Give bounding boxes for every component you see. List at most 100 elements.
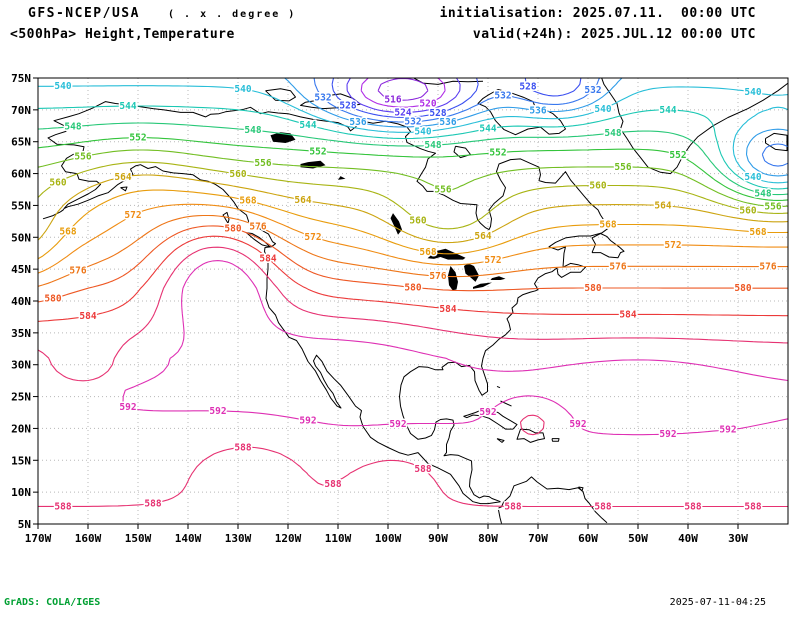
contour-label: 524 <box>394 108 411 119</box>
contour-label: 588 <box>744 502 761 513</box>
contour-564 <box>38 174 788 244</box>
contour-label: 572 <box>484 255 501 266</box>
contour-524 <box>346 78 461 114</box>
contour-label: 552 <box>489 148 506 159</box>
contour-label: 564 <box>294 195 311 206</box>
contour-label: 532 <box>494 91 511 102</box>
coastline-path <box>496 438 505 443</box>
contour-568 <box>38 189 788 260</box>
contours <box>38 78 788 508</box>
contour-label: 592 <box>389 419 406 430</box>
coastline-path <box>453 145 471 159</box>
contour-532 <box>313 78 788 167</box>
contour-label: 588 <box>684 502 701 513</box>
contour-label: 580 <box>734 283 751 294</box>
contour-label: 556 <box>764 201 781 212</box>
contour-label: 584 <box>619 309 636 320</box>
contour-label: 588 <box>594 502 611 513</box>
lon-tick-label: 150W <box>125 532 152 545</box>
lon-tick-label: 90W <box>428 532 448 545</box>
contour-580 <box>38 225 788 303</box>
contour-label: 552 <box>669 150 686 161</box>
contour-label: 592 <box>479 407 496 418</box>
lon-tick-label: 140W <box>175 532 202 545</box>
contour-label: 540 <box>744 172 761 183</box>
contour-label: 576 <box>609 261 626 272</box>
field-title: <500hPa> Height,Temperature <box>10 27 235 42</box>
coastline-path <box>265 88 296 102</box>
coastline-path <box>477 89 566 136</box>
resolution-note: ( . x . degree ) <box>168 9 297 20</box>
contour-label: 588 <box>324 479 341 490</box>
lon-tick-label: 60W <box>578 532 598 545</box>
valid-time-label: valid(+24h): 2025.JUL.12 00:00 UTC <box>472 27 756 42</box>
contour-label: 556 <box>254 158 271 169</box>
lon-tick-label: 100W <box>375 532 402 545</box>
contour-label: 592 <box>719 425 736 436</box>
contour-label: 592 <box>209 406 226 417</box>
lake-shape <box>338 176 346 180</box>
contour-label: 572 <box>304 232 321 243</box>
lake-shape <box>473 282 492 289</box>
contour-label: 588 <box>54 501 71 512</box>
coastline-path <box>463 408 518 430</box>
coastline-path <box>120 186 128 192</box>
contour-label: 580 <box>584 283 601 294</box>
contour-label: 544 <box>119 101 136 112</box>
model-title: GFS-NCEP/USA <box>28 6 140 21</box>
lake-shape <box>464 263 479 282</box>
contour-label: 576 <box>759 262 776 273</box>
contour-label: 548 <box>424 140 441 151</box>
lon-tick-label: 50W <box>628 532 648 545</box>
lat-tick-label: 25N <box>11 391 31 404</box>
contour-label: 548 <box>604 128 621 139</box>
contour-label: 548 <box>244 125 261 136</box>
contour-592 <box>122 260 788 436</box>
contour-label: 588 <box>144 498 161 509</box>
contour-label: 564 <box>474 231 491 242</box>
coastline-path <box>516 428 545 443</box>
lake-shape <box>490 276 506 280</box>
contour-label: 584 <box>79 311 96 322</box>
contour-label: 560 <box>739 206 756 217</box>
contour-label: 532 <box>404 117 421 128</box>
lon-tick-label: 170W <box>25 532 52 545</box>
contour-label: 552 <box>129 133 146 144</box>
contour-536 <box>284 78 788 177</box>
coastline-path <box>412 78 484 85</box>
contour-label: 548 <box>64 122 81 133</box>
contour-516 <box>377 78 429 101</box>
contour-label: 584 <box>439 304 456 315</box>
contour-label: 588 <box>504 501 521 512</box>
contour-label: 540 <box>234 84 251 95</box>
coastline-path <box>500 400 512 407</box>
contour-label: 556 <box>434 184 451 195</box>
lat-tick-label: 50N <box>11 231 31 244</box>
contour-label: 568 <box>59 227 76 238</box>
contour-label: 588 <box>414 464 431 475</box>
contour-label: 536 <box>529 106 546 117</box>
contour-label: 544 <box>659 105 676 116</box>
lake-shape <box>448 266 458 291</box>
lat-tick-label: 55N <box>11 199 31 212</box>
contour-label: 540 <box>744 87 761 98</box>
contour-label: 576 <box>249 221 266 232</box>
contour-label: 592 <box>569 419 586 430</box>
lat-tick-label: 70N <box>11 104 31 117</box>
contour-label: 532 <box>314 93 331 104</box>
contour-label: 556 <box>74 152 91 163</box>
coastline-path <box>765 132 788 152</box>
coastline-path <box>246 232 271 248</box>
grads-credit: GrADS: COLA/IGES <box>4 597 101 608</box>
lat-tick-label: 5N <box>18 518 31 531</box>
coastline-path <box>578 486 584 492</box>
contour-540 <box>38 85 788 184</box>
contour-label: 536 <box>349 117 366 128</box>
contour-label: 592 <box>299 416 316 427</box>
contour-label: 536 <box>439 117 456 128</box>
lat-tick-label: 60N <box>11 168 31 181</box>
lat-tick-label: 20N <box>11 422 31 435</box>
contour-label: 556 <box>614 162 631 173</box>
